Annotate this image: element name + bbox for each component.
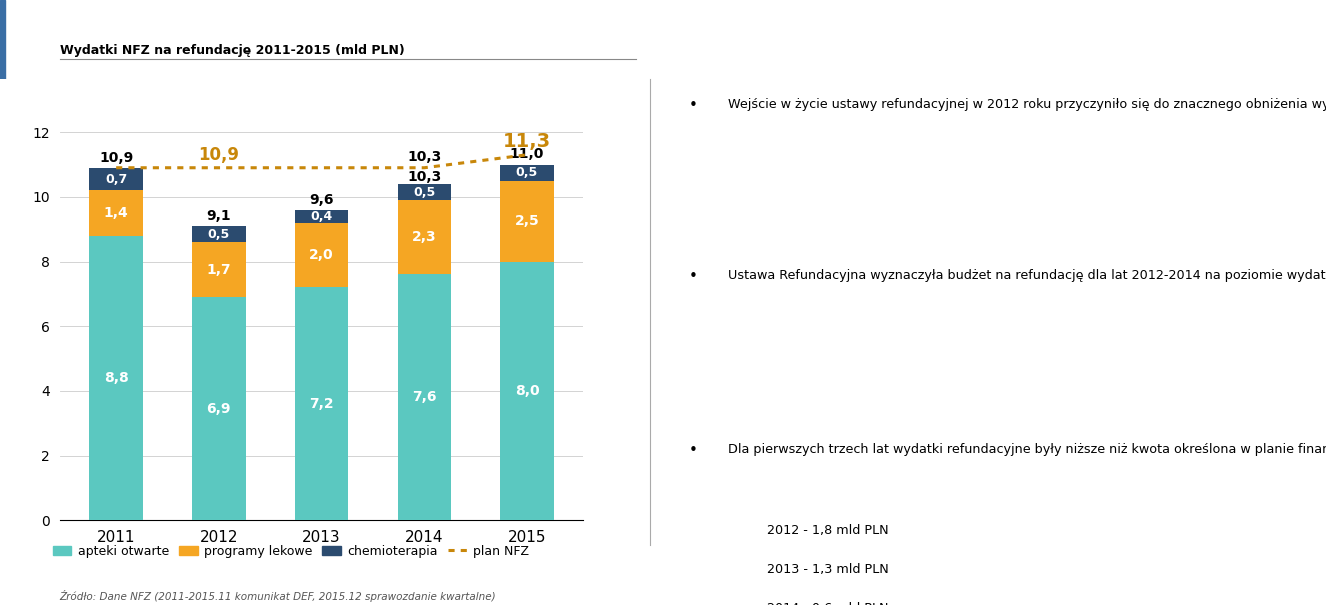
Text: 0,5: 0,5 xyxy=(414,186,435,198)
Text: 0,5: 0,5 xyxy=(516,166,538,179)
Bar xyxy=(294,287,349,520)
Bar xyxy=(89,236,143,520)
Text: •: • xyxy=(690,99,697,114)
Text: Źródło: Dane NFZ (2011-2015.11 komunikat DEF, 2015.12 sprawozdanie kwartalne): Źródło: Dane NFZ (2011-2015.11 komunikat… xyxy=(60,590,496,602)
Text: 7,2: 7,2 xyxy=(309,397,334,411)
Bar xyxy=(0,0,5,79)
Text: 0,5: 0,5 xyxy=(208,227,229,241)
Text: 11,0: 11,0 xyxy=(509,147,544,162)
Bar xyxy=(192,226,245,242)
Text: •: • xyxy=(690,269,697,284)
Text: 1,4: 1,4 xyxy=(103,206,129,220)
Text: Wejście w życie ustawy refundacyjnej w 2012 roku przyczyniło się do znacznego ob: Wejście w życie ustawy refundacyjnej w 2… xyxy=(728,99,1326,111)
Text: 10,9: 10,9 xyxy=(99,151,134,165)
Bar xyxy=(294,223,349,287)
Bar xyxy=(192,242,245,297)
Text: 2013 - 1,3 mld PLN: 2013 - 1,3 mld PLN xyxy=(766,563,888,576)
Bar xyxy=(192,297,245,520)
Text: Dynamika refundacji na przestrzeni ostatnich lat: Dynamika refundacji na przestrzeni ostat… xyxy=(20,28,747,54)
Bar xyxy=(398,184,451,200)
Text: 2014 - 0,6 mld PLN: 2014 - 0,6 mld PLN xyxy=(766,602,888,605)
Text: 10,3: 10,3 xyxy=(407,149,442,163)
Text: 8,0: 8,0 xyxy=(514,384,540,398)
Bar xyxy=(398,200,451,275)
Bar xyxy=(294,210,349,223)
Text: 2,0: 2,0 xyxy=(309,248,334,262)
Text: •: • xyxy=(690,443,697,459)
Text: 1,7: 1,7 xyxy=(207,263,231,276)
Legend: apteki otwarte, programy lekowe, chemioterapia, plan NFZ: apteki otwarte, programy lekowe, chemiot… xyxy=(53,544,529,558)
Bar xyxy=(89,168,143,191)
Text: 9,6: 9,6 xyxy=(309,192,334,206)
Text: 11,3: 11,3 xyxy=(503,132,552,151)
Text: Wydatki NFZ na refundację 2011-2015 (mld PLN): Wydatki NFZ na refundację 2011-2015 (mld… xyxy=(60,45,404,57)
Text: Dla pierwszych trzech lat wydatki refundacyjne były niższe niż kwota określona w: Dla pierwszych trzech lat wydatki refund… xyxy=(728,443,1326,456)
Bar xyxy=(89,191,143,236)
Text: 0,7: 0,7 xyxy=(105,172,127,186)
Text: 9,1: 9,1 xyxy=(207,209,231,223)
Text: 6,9: 6,9 xyxy=(207,402,231,416)
Text: 2,5: 2,5 xyxy=(514,214,540,228)
Bar xyxy=(500,165,554,181)
Text: 0,4: 0,4 xyxy=(310,210,333,223)
Text: Ustawa Refundacyjna wyznaczyła budżet na refundację dla lat 2012-2014 na poziomi: Ustawa Refundacyjna wyznaczyła budżet na… xyxy=(728,269,1326,281)
Text: 7,6: 7,6 xyxy=(412,390,436,404)
Text: 10,9: 10,9 xyxy=(199,146,240,163)
Text: 10,3: 10,3 xyxy=(407,170,442,184)
Bar xyxy=(398,275,451,520)
Text: 2012 - 1,8 mld PLN: 2012 - 1,8 mld PLN xyxy=(766,524,888,537)
Text: 2,3: 2,3 xyxy=(412,231,436,244)
Text: 8,8: 8,8 xyxy=(103,371,129,385)
Bar xyxy=(500,261,554,520)
Bar xyxy=(500,181,554,261)
